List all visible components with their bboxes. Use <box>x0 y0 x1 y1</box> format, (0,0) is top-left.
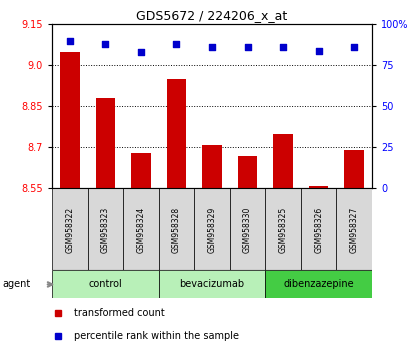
Bar <box>158 188 194 270</box>
Bar <box>202 145 221 188</box>
Text: dibenzazepine: dibenzazepine <box>283 279 353 290</box>
Point <box>137 50 144 55</box>
Text: GSM958322: GSM958322 <box>65 206 74 252</box>
Bar <box>229 188 265 270</box>
Point <box>279 45 286 50</box>
Point <box>66 38 73 44</box>
Text: GSM958325: GSM958325 <box>278 206 287 253</box>
Point <box>173 41 179 47</box>
Bar <box>273 134 292 188</box>
Text: transformed count: transformed count <box>74 308 165 318</box>
Title: GDS5672 / 224206_x_at: GDS5672 / 224206_x_at <box>136 9 287 22</box>
Text: GSM958326: GSM958326 <box>313 206 322 253</box>
Point <box>244 45 250 50</box>
Text: control: control <box>88 279 122 290</box>
Text: percentile rank within the sample: percentile rank within the sample <box>74 331 239 341</box>
Bar <box>166 79 186 188</box>
Point <box>350 45 357 50</box>
Bar <box>131 153 150 188</box>
Point <box>208 45 215 50</box>
Point <box>315 48 321 53</box>
Bar <box>265 188 300 270</box>
Text: GSM958324: GSM958324 <box>136 206 145 253</box>
Bar <box>95 98 115 188</box>
Bar <box>308 186 328 188</box>
Bar <box>336 188 371 270</box>
Bar <box>194 188 229 270</box>
Text: GSM958327: GSM958327 <box>349 206 358 253</box>
Bar <box>52 188 88 270</box>
Bar <box>88 188 123 270</box>
Bar <box>60 52 79 188</box>
Text: GSM958328: GSM958328 <box>171 206 180 252</box>
Point <box>102 41 108 47</box>
Text: bevacizumab: bevacizumab <box>179 279 244 290</box>
Bar <box>265 270 371 298</box>
Bar <box>300 188 336 270</box>
Bar <box>237 156 257 188</box>
Text: GSM958323: GSM958323 <box>101 206 110 253</box>
Text: agent: agent <box>2 279 30 290</box>
Bar <box>52 270 158 298</box>
Bar <box>344 150 363 188</box>
Bar <box>158 270 265 298</box>
Bar <box>123 188 158 270</box>
Text: GSM958329: GSM958329 <box>207 206 216 253</box>
Text: GSM958330: GSM958330 <box>243 206 252 253</box>
